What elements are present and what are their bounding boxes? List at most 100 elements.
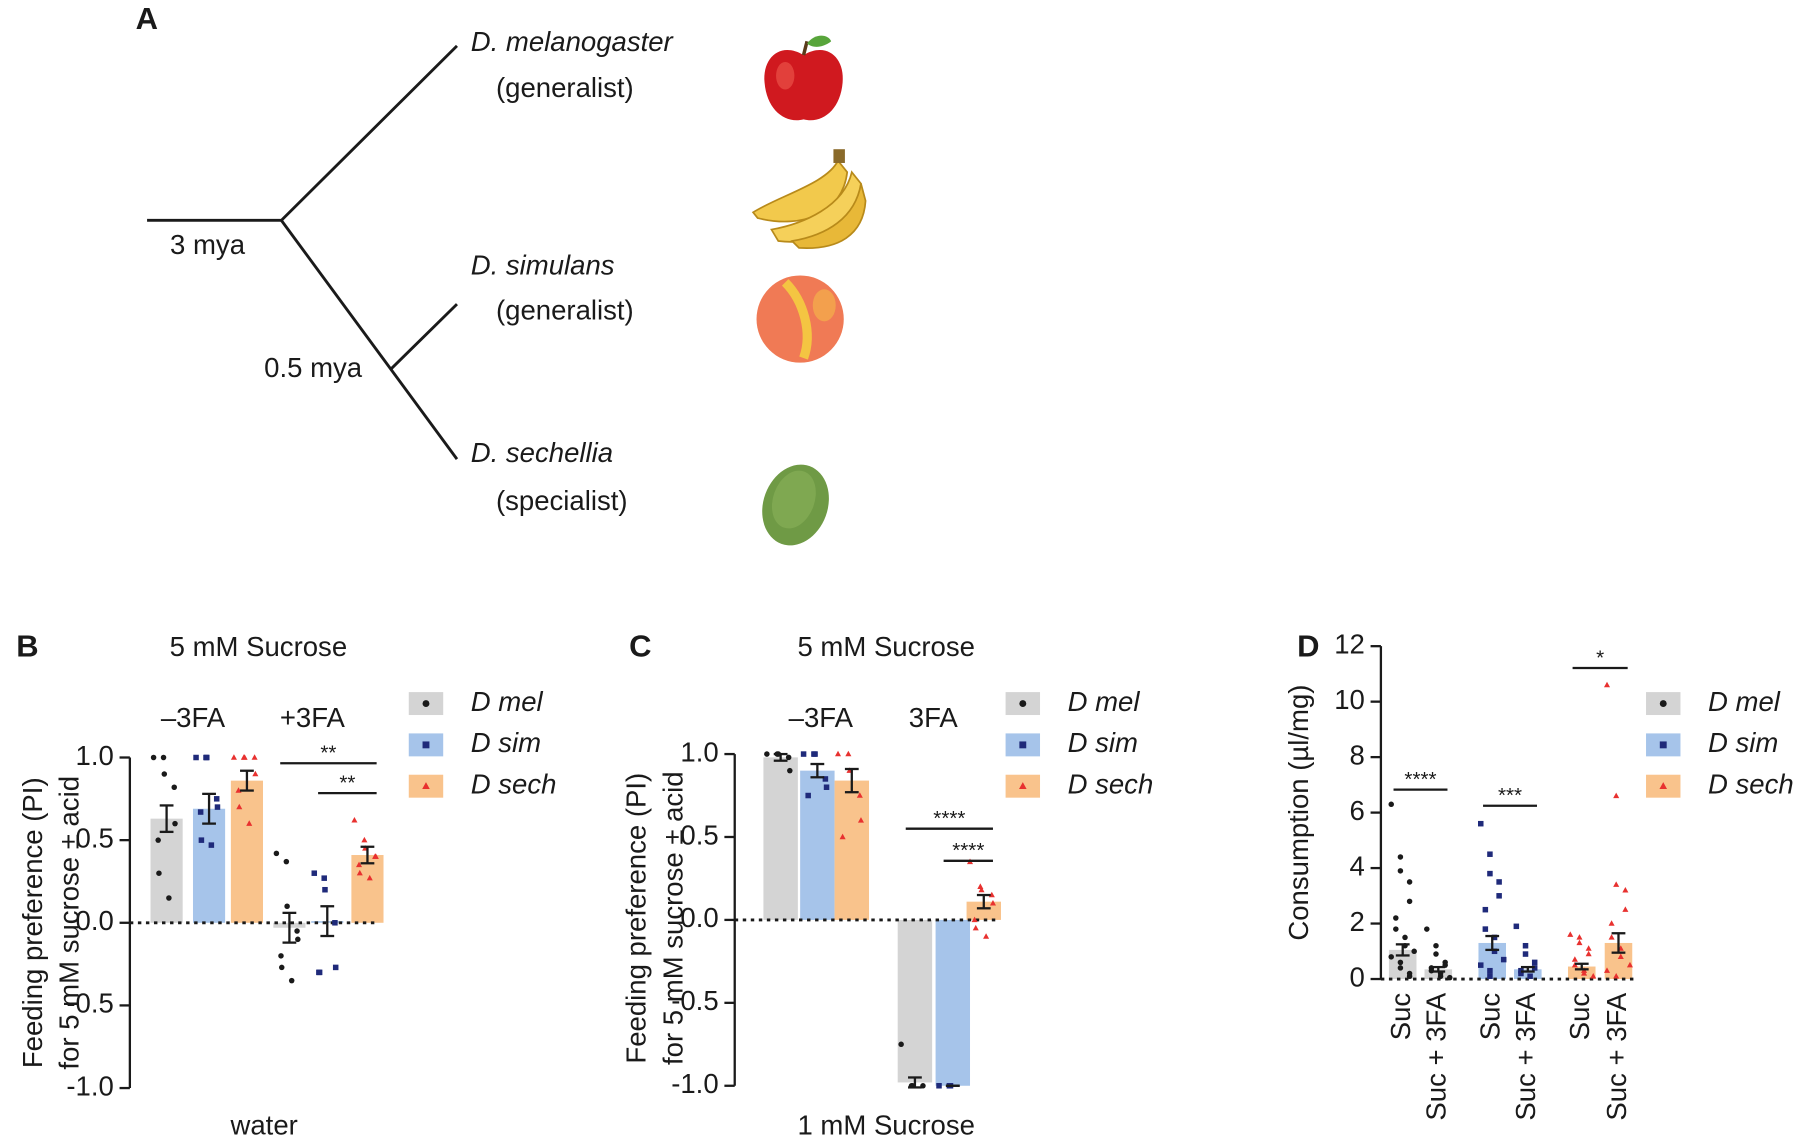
divergence-time: 3 mya	[170, 229, 246, 260]
chart-title: 5 mM Sucrose	[170, 631, 347, 662]
data-point	[311, 870, 318, 876]
data-point	[361, 836, 368, 843]
data-point	[898, 1041, 904, 1048]
bar	[966, 901, 1002, 920]
y-tick-label: 0	[1350, 961, 1365, 992]
data-point	[150, 754, 157, 761]
data-point	[787, 767, 793, 774]
data-point	[1406, 879, 1413, 885]
data-point	[235, 787, 242, 793]
y-axis-label: for 5 mM sucrose ± acid	[657, 771, 688, 1065]
data-point	[1411, 948, 1417, 955]
bar	[230, 780, 264, 923]
data-point	[1393, 926, 1399, 932]
species-name: D. simulans	[471, 250, 615, 281]
data-point	[172, 820, 178, 827]
panel-label: A	[136, 1, 158, 36]
bar	[897, 919, 933, 1083]
y-axis-label: Feeding preference (PI)	[621, 773, 652, 1064]
data-point	[1397, 868, 1404, 874]
data-point	[166, 895, 172, 901]
data-point	[1491, 934, 1498, 941]
data-point	[171, 784, 178, 791]
legend-marker	[1659, 700, 1667, 708]
data-point	[1608, 934, 1615, 940]
group-label: –3FA	[789, 702, 854, 733]
data-point	[834, 750, 842, 757]
data-point	[1603, 681, 1611, 688]
data-point	[156, 870, 162, 876]
noni-icon	[762, 464, 829, 546]
legend-marker	[422, 782, 430, 789]
y-tick-label: 0.0	[76, 905, 114, 936]
significance-label: ****	[933, 807, 965, 830]
data-point	[1571, 956, 1578, 962]
x-tick-label: Suc + 3FA	[1510, 992, 1541, 1120]
y-tick-label: 1.0	[680, 736, 718, 767]
x-tick-label: Suc + 3FA	[1421, 992, 1452, 1120]
data-point	[294, 928, 300, 934]
data-point	[785, 754, 792, 761]
significance-label: ****	[952, 839, 984, 862]
y-tick-label: 0.5	[680, 819, 718, 850]
data-point	[322, 886, 328, 893]
data-point	[213, 796, 220, 802]
data-point	[160, 754, 167, 761]
bar	[800, 770, 835, 920]
data-point	[800, 751, 807, 757]
data-point	[822, 776, 829, 782]
data-point	[284, 903, 290, 910]
y-axis-label: Feeding preference (PI)	[17, 777, 48, 1068]
data-point	[246, 820, 253, 826]
data-point	[1576, 939, 1583, 946]
data-point	[936, 1083, 942, 1089]
data-point	[1478, 820, 1484, 827]
bar	[150, 818, 183, 923]
data-point	[1388, 801, 1394, 808]
banana-icon	[751, 149, 867, 249]
x-tick-label: Suc + 3FA	[1601, 992, 1632, 1120]
data-point	[978, 886, 985, 893]
data-point	[1581, 970, 1588, 976]
data-point	[278, 964, 285, 971]
species-role: (generalist)	[496, 72, 634, 103]
legend-label: D sech	[1068, 768, 1154, 799]
bar	[351, 855, 384, 923]
bar	[192, 808, 226, 923]
tree-branch	[280, 219, 459, 460]
data-point	[161, 771, 168, 777]
bar	[935, 919, 971, 1086]
data-point	[332, 964, 339, 971]
y-tick-label: -0.5	[66, 988, 113, 1019]
data-point	[845, 750, 852, 757]
legend-label: D mel	[1068, 686, 1141, 717]
data-point	[356, 869, 363, 876]
data-point	[1608, 920, 1615, 926]
significance-label: ****	[1404, 768, 1436, 791]
data-point	[1487, 967, 1493, 974]
chart-title: 5 mM Sucrose	[797, 631, 974, 662]
y-tick-label: 2	[1350, 906, 1365, 937]
data-point	[236, 803, 243, 810]
legend-marker	[1659, 741, 1667, 749]
data-point	[321, 875, 327, 881]
x-axis-label: water	[229, 1109, 297, 1140]
legend-marker	[422, 700, 430, 708]
legend-marker	[1019, 700, 1027, 708]
data-point	[208, 842, 215, 848]
data-point	[295, 936, 301, 943]
data-point	[972, 924, 979, 931]
x-tick-label: Suc	[1564, 993, 1595, 1041]
data-point	[805, 792, 811, 799]
legend-label: D sech	[1708, 768, 1794, 799]
bar	[834, 780, 870, 920]
data-point	[1567, 931, 1574, 937]
group-label: –3FA	[161, 702, 226, 733]
data-point	[1585, 945, 1592, 951]
apple-icon	[764, 35, 843, 121]
data-point	[351, 817, 358, 823]
data-point	[366, 874, 373, 881]
y-tick-label: -1.0	[66, 1070, 113, 1101]
data-point	[1496, 893, 1502, 899]
